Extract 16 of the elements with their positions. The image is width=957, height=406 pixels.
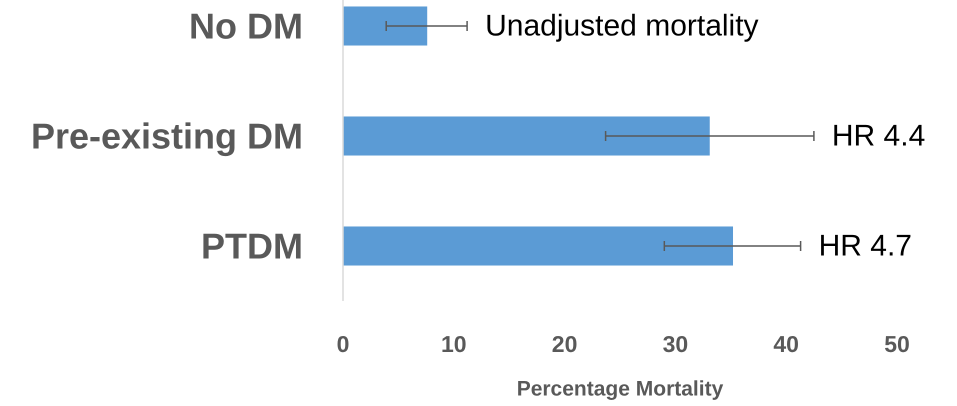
y-tick-label: No DM [189,6,303,46]
x-tick-label: 30 [662,331,688,357]
y-tick-label: PTDM [201,226,303,266]
x-tick-label: 0 [336,331,350,357]
bar [343,116,710,156]
x-tick-label: 50 [884,331,910,357]
annotation: Unadjusted mortality [485,10,759,42]
annotation: HR 4.7 [818,230,912,262]
x-tick-label: 10 [441,331,467,357]
bar [343,226,734,266]
bar [343,6,428,46]
x-tick-label: 40 [773,331,799,357]
annotation: HR 4.4 [832,120,926,152]
y-tick-label: Pre-existing DM [30,116,303,156]
x-tick-label: 20 [552,331,578,357]
x-axis-title: Percentage Mortality [516,378,724,400]
